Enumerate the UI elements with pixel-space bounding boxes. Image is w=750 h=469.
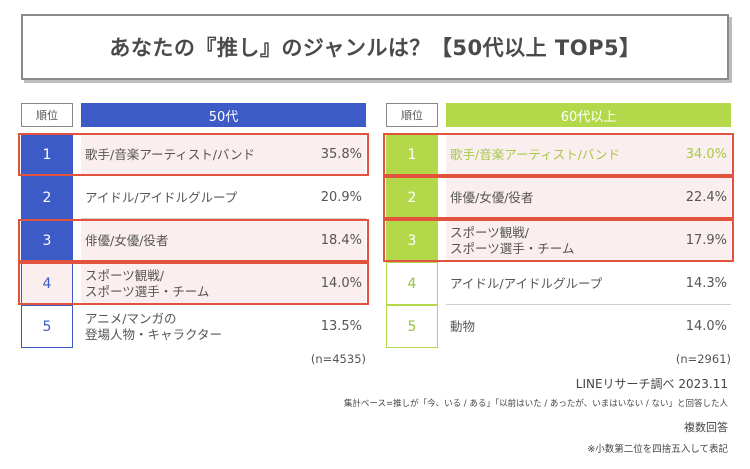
genre-label: 歌手/音楽アーティスト/バンド bbox=[81, 133, 296, 176]
group-header-60s-plus: 60代以上 bbox=[446, 103, 731, 127]
table-row: 2 アイドル/アイドルグループ 20.9% bbox=[21, 176, 366, 219]
percent-value: 17.9% bbox=[661, 219, 731, 262]
rank-cell: 4 bbox=[386, 262, 438, 305]
source-note: LINEリサーチ調べ 2023.11 bbox=[575, 377, 728, 391]
table-row: 4 スポーツ観戦/スポーツ選手・チーム 14.0% bbox=[21, 262, 366, 305]
rounding-note: ※小数第二位を四捨五入して表記 bbox=[587, 444, 728, 455]
table-50s: 順位 50代 1 歌手/音楽アーティスト/バンド 35.8% 2 アイドル/アイ… bbox=[18, 103, 369, 366]
percent-value: 35.8% bbox=[296, 133, 366, 176]
rank-cell: 1 bbox=[386, 133, 438, 176]
rank-cell: 5 bbox=[386, 305, 438, 348]
table-row: 5 アニメ/マンガの 登場人物・キャラクター 13.5% bbox=[21, 305, 366, 348]
genre-label: 俳優/女優/役者 bbox=[446, 176, 661, 219]
table-row: 1 歌手/音楽アーティスト/バンド 35.8% bbox=[21, 133, 366, 176]
table-row: 3 スポーツ観戦/スポーツ選手・チーム 17.9% bbox=[386, 219, 731, 262]
rank-cell: 3 bbox=[21, 219, 73, 262]
percent-value: 22.4% bbox=[661, 176, 731, 219]
percent-value: 20.9% bbox=[320, 190, 362, 205]
page-title: あなたの『推し』のジャンルは？【50代以上 TOP5】 bbox=[21, 14, 729, 80]
base-note: 集計ベース=推しが「今、いる / ある」「以前はいた / あったが、いまはいない… bbox=[343, 399, 728, 409]
percent-value: 13.5% bbox=[320, 319, 362, 334]
rank-header: 順位 bbox=[21, 103, 73, 127]
table-row: 5 動物 14.0% bbox=[386, 305, 731, 348]
rank-header: 順位 bbox=[386, 103, 438, 127]
rank-cell: 1 bbox=[21, 133, 73, 176]
rank-cell: 5 bbox=[21, 305, 73, 348]
table-60s-plus: 順位 60代以上 1 歌手/音楽アーティスト/バンド 34.0% 2 俳優/女優… bbox=[383, 103, 734, 366]
table-row: 4 アイドル/アイドルグループ 14.3% bbox=[386, 262, 731, 305]
genre-label: スポーツ観戦/スポーツ選手・チーム bbox=[446, 219, 661, 262]
genre-label: アイドル/アイドルグループ bbox=[85, 189, 238, 205]
table-row: 1 歌手/音楽アーティスト/バンド 34.0% bbox=[386, 133, 731, 176]
genre-label: 動物 bbox=[450, 318, 476, 334]
table-row: 2 俳優/女優/役者 22.4% bbox=[386, 176, 731, 219]
genre-label: アニメ/マンガの 登場人物・キャラクター bbox=[85, 310, 223, 342]
percent-value: 14.0% bbox=[296, 262, 366, 305]
sample-size: (n=4535) bbox=[310, 352, 366, 366]
sample-size: (n=2961) bbox=[675, 352, 731, 366]
genre-label: アイドル/アイドルグループ bbox=[450, 275, 603, 291]
rank-cell: 2 bbox=[386, 176, 438, 219]
genre-label: 歌手/音楽アーティスト/バンド bbox=[446, 133, 661, 176]
table-row: 3 俳優/女優/役者 18.4% bbox=[21, 219, 366, 262]
percent-value: 14.0% bbox=[685, 319, 727, 334]
genre-label: スポーツ観戦/スポーツ選手・チーム bbox=[81, 262, 296, 305]
rank-cell: 3 bbox=[386, 219, 438, 262]
group-header-50s: 50代 bbox=[81, 103, 366, 127]
rank-cell: 4 bbox=[21, 262, 73, 305]
percent-value: 18.4% bbox=[296, 219, 366, 262]
percent-value: 14.3% bbox=[685, 276, 727, 291]
rank-cell: 2 bbox=[21, 176, 73, 219]
percent-value: 34.0% bbox=[661, 133, 731, 176]
multiple-answer-note: 複数回答 bbox=[684, 421, 728, 434]
genre-label: 俳優/女優/役者 bbox=[81, 219, 296, 262]
